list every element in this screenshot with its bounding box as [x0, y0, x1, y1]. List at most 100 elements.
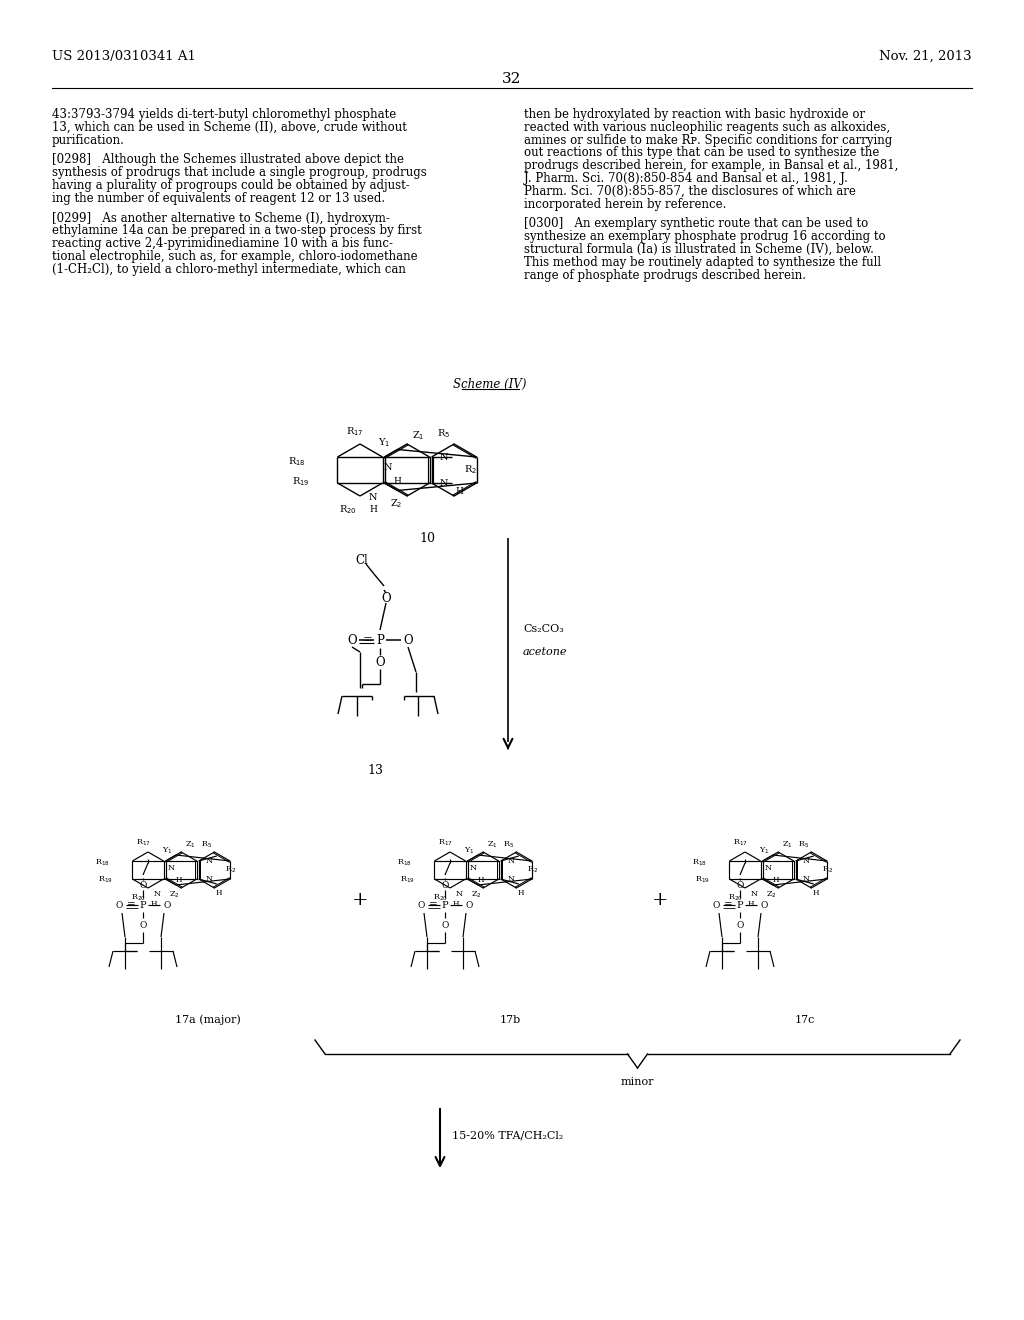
Text: N: N	[469, 865, 476, 873]
Text: N: N	[439, 479, 449, 487]
Text: +: +	[352, 891, 369, 909]
Text: O: O	[139, 920, 146, 929]
Text: synthesize an exemplary phosphate prodrug 16 according to: synthesize an exemplary phosphate prodru…	[524, 230, 886, 243]
Text: Cl: Cl	[355, 553, 369, 566]
Text: N: N	[439, 453, 449, 462]
Text: O: O	[381, 591, 391, 605]
Text: R$_{18}$: R$_{18}$	[95, 858, 110, 869]
Text: prodrugs described herein, for example, in Bansal et al., 1981,: prodrugs described herein, for example, …	[524, 160, 898, 172]
Text: 15-20% TFA/CH₂Cl₂: 15-20% TFA/CH₂Cl₂	[452, 1131, 563, 1140]
Text: O: O	[441, 920, 449, 929]
Text: H: H	[151, 900, 158, 908]
Text: R$_{17}$: R$_{17}$	[437, 838, 453, 849]
Text: having a plurality of progroups could be obtained by adjust-: having a plurality of progroups could be…	[52, 180, 410, 191]
Text: H: H	[369, 506, 377, 513]
Text: H: H	[393, 478, 401, 487]
Text: R$_2$: R$_2$	[224, 865, 236, 875]
Text: R$_5$: R$_5$	[437, 428, 451, 441]
Text: Z$_1$: Z$_1$	[782, 840, 793, 850]
Text: incorporated herein by reference.: incorporated herein by reference.	[524, 198, 726, 211]
Text: minor: minor	[621, 1077, 654, 1086]
Text: Z$_1$: Z$_1$	[412, 429, 425, 442]
Text: P: P	[376, 634, 384, 647]
Text: +: +	[651, 891, 669, 909]
Text: O: O	[418, 900, 425, 909]
Text: N: N	[751, 890, 758, 898]
Text: 13: 13	[367, 763, 383, 776]
Text: R$_2$: R$_2$	[526, 865, 538, 875]
Text: R$_{17}$: R$_{17}$	[135, 838, 151, 849]
Text: N: N	[154, 890, 161, 898]
Text: H: H	[517, 888, 524, 898]
Text: then be hydroxylated by reaction with basic hydroxide or: then be hydroxylated by reaction with ba…	[524, 108, 865, 121]
Text: H: H	[453, 900, 459, 908]
Text: P: P	[736, 900, 743, 909]
Text: ethylamine 14a can be prepared in a two-step process by first: ethylamine 14a can be prepared in a two-…	[52, 224, 422, 238]
Text: R$_{17}$: R$_{17}$	[346, 425, 364, 438]
Text: P: P	[139, 900, 146, 909]
Text: [0300]   An exemplary synthetic route that can be used to: [0300] An exemplary synthetic route that…	[524, 218, 868, 231]
Text: Y$_1$: Y$_1$	[759, 845, 769, 855]
Text: structural formula (Ia) is illustrated in Scheme (IV), below.: structural formula (Ia) is illustrated i…	[524, 243, 873, 256]
Text: 43:3793-3794 yields di-tert-butyl chloromethyl phosphate: 43:3793-3794 yields di-tert-butyl chloro…	[52, 108, 396, 121]
Text: =: =	[127, 900, 135, 909]
Text: R$_{19}$: R$_{19}$	[400, 875, 415, 886]
Text: R$_{20}$: R$_{20}$	[131, 892, 145, 903]
Text: N: N	[206, 857, 213, 865]
Text: R$_5$: R$_5$	[798, 840, 809, 850]
Text: reacted with various nucleophilic reagents such as alkoxides,: reacted with various nucleophilic reagen…	[524, 121, 890, 133]
Text: H: H	[456, 487, 464, 495]
Text: O: O	[760, 900, 768, 909]
Text: O: O	[736, 920, 743, 929]
Text: =: =	[364, 634, 373, 647]
Text: Cs₂CO₃: Cs₂CO₃	[523, 624, 564, 634]
Text: R$_{17}$: R$_{17}$	[732, 838, 748, 849]
Text: O: O	[736, 880, 743, 890]
Text: 17a (major): 17a (major)	[175, 1015, 241, 1026]
Text: Z$_1$: Z$_1$	[185, 840, 196, 850]
Text: Scheme (IV): Scheme (IV)	[454, 378, 526, 391]
Text: =: =	[429, 900, 437, 909]
Text: O: O	[403, 634, 413, 647]
Text: O: O	[347, 634, 356, 647]
Text: Z$_2$: Z$_2$	[470, 890, 481, 900]
Text: N: N	[803, 875, 810, 883]
Text: R$_{18}$: R$_{18}$	[397, 858, 412, 869]
Text: [0298]   Although the Schemes illustrated above depict the: [0298] Although the Schemes illustrated …	[52, 153, 404, 166]
Text: N: N	[369, 494, 377, 502]
Text: range of phosphate prodrugs described herein.: range of phosphate prodrugs described he…	[524, 268, 806, 281]
Text: Z$_2$: Z$_2$	[389, 498, 402, 511]
Text: Z$_2$: Z$_2$	[766, 890, 776, 900]
Text: H: H	[812, 888, 819, 898]
Text: US 2013/0310341 A1: US 2013/0310341 A1	[52, 50, 196, 63]
Text: R$_5$: R$_5$	[503, 840, 514, 850]
Text: [0299]   As another alternative to Scheme (I), hydroxym-: [0299] As another alternative to Scheme …	[52, 211, 390, 224]
Text: N: N	[383, 463, 392, 473]
Text: acetone: acetone	[523, 647, 567, 657]
Text: N: N	[206, 875, 213, 883]
Text: R$_{20}$: R$_{20}$	[728, 892, 742, 903]
Text: O: O	[465, 900, 473, 909]
Text: 10: 10	[419, 532, 435, 544]
Text: N: N	[508, 857, 515, 865]
Text: R$_{19}$: R$_{19}$	[98, 875, 113, 886]
Text: This method may be routinely adapted to synthesize the full: This method may be routinely adapted to …	[524, 256, 881, 269]
Text: N: N	[803, 857, 810, 865]
Text: O: O	[116, 900, 123, 909]
Text: (1-CH₂Cl), to yield a chloro-methyl intermediate, which can: (1-CH₂Cl), to yield a chloro-methyl inte…	[52, 263, 406, 276]
Text: H: H	[215, 888, 222, 898]
Text: tional electrophile, such as, for example, chloro-iodomethane: tional electrophile, such as, for exampl…	[52, 249, 418, 263]
Text: Pharm. Sci. 70(8):855-857, the disclosures of which are: Pharm. Sci. 70(8):855-857, the disclosur…	[524, 185, 856, 198]
Text: H: H	[748, 900, 755, 908]
Text: Y$_1$: Y$_1$	[378, 436, 390, 449]
Text: J. Pharm. Sci. 70(8):850-854 and Bansal et al., 1981, J.: J. Pharm. Sci. 70(8):850-854 and Bansal …	[524, 172, 848, 185]
Text: O: O	[163, 900, 171, 909]
Text: O: O	[441, 880, 449, 890]
Text: R$_{18}$: R$_{18}$	[692, 858, 707, 869]
Text: out reactions of this type that can be used to synthesize the: out reactions of this type that can be u…	[524, 147, 880, 160]
Text: Z$_2$: Z$_2$	[169, 890, 179, 900]
Text: N: N	[765, 865, 771, 873]
Text: H: H	[176, 876, 182, 884]
Text: N: N	[168, 865, 174, 873]
Text: synthesis of prodrugs that include a single progroup, prodrugs: synthesis of prodrugs that include a sin…	[52, 166, 427, 180]
